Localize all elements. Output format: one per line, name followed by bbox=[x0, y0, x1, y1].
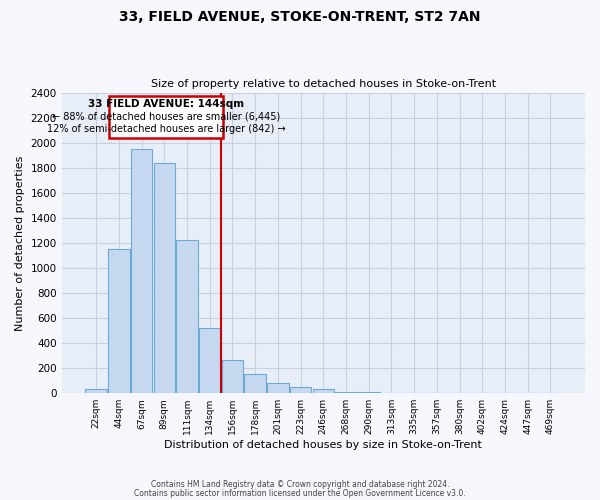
Bar bbox=[222, 360, 243, 393]
Bar bbox=[313, 389, 334, 393]
Bar bbox=[131, 149, 152, 393]
Bar bbox=[335, 392, 357, 393]
Bar bbox=[154, 162, 175, 393]
X-axis label: Distribution of detached houses by size in Stoke-on-Trent: Distribution of detached houses by size … bbox=[164, 440, 482, 450]
Bar bbox=[244, 374, 266, 393]
Bar bbox=[290, 387, 311, 393]
Title: Size of property relative to detached houses in Stoke-on-Trent: Size of property relative to detached ho… bbox=[151, 79, 496, 89]
Y-axis label: Number of detached properties: Number of detached properties bbox=[15, 155, 25, 330]
Bar bbox=[358, 392, 380, 393]
Bar bbox=[267, 383, 289, 393]
Bar bbox=[199, 328, 221, 393]
Text: 33 FIELD AVENUE: 144sqm: 33 FIELD AVENUE: 144sqm bbox=[88, 99, 244, 109]
Bar bbox=[85, 390, 107, 393]
Bar bbox=[176, 240, 198, 393]
Bar bbox=[108, 248, 130, 393]
Text: ← 88% of detached houses are smaller (6,445): ← 88% of detached houses are smaller (6,… bbox=[52, 112, 280, 122]
Text: 12% of semi-detached houses are larger (842) →: 12% of semi-detached houses are larger (… bbox=[47, 124, 285, 134]
Text: 33, FIELD AVENUE, STOKE-ON-TRENT, ST2 7AN: 33, FIELD AVENUE, STOKE-ON-TRENT, ST2 7A… bbox=[119, 10, 481, 24]
FancyBboxPatch shape bbox=[109, 96, 223, 138]
Text: Contains HM Land Registry data © Crown copyright and database right 2024.: Contains HM Land Registry data © Crown c… bbox=[151, 480, 449, 489]
Text: Contains public sector information licensed under the Open Government Licence v3: Contains public sector information licen… bbox=[134, 488, 466, 498]
